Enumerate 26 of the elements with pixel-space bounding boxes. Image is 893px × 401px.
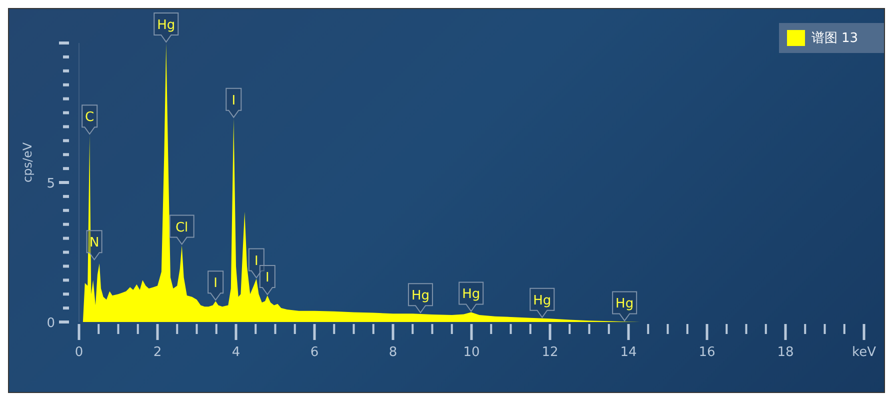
annotation: Hg <box>157 18 176 33</box>
annotation: Hg <box>533 293 552 308</box>
y-tick-label: 5 <box>46 176 55 192</box>
annotation: Cl <box>175 220 188 236</box>
annotation: I <box>232 93 236 108</box>
y-axis-title: cps/eV <box>20 142 34 182</box>
annotation: N <box>89 236 100 251</box>
x-tick-label: 8 <box>388 345 398 360</box>
x-tick-label: 4 <box>232 345 240 360</box>
annotation: I <box>214 276 218 292</box>
x-tick-label: 18 <box>777 345 794 360</box>
x-tick-label: keV <box>852 345 876 360</box>
x-tick-label: 2 <box>153 345 162 360</box>
x-tick-label: 10 <box>463 345 480 360</box>
annotation: Hg <box>411 288 430 304</box>
x-tick-label: 6 <box>310 345 319 360</box>
x-tick-label: 16 <box>698 345 716 360</box>
annotation: Hg <box>616 296 634 312</box>
annotation: I <box>265 270 270 286</box>
x-tick-label: 12 <box>542 345 558 360</box>
x-tick-label: 14 <box>620 345 637 360</box>
annotation: Hg <box>462 287 480 302</box>
legend-label: 谱图 13 <box>811 30 858 47</box>
x-tick-label: 0 <box>74 345 84 360</box>
annotation: I <box>254 254 258 269</box>
annotation: C <box>85 110 94 126</box>
